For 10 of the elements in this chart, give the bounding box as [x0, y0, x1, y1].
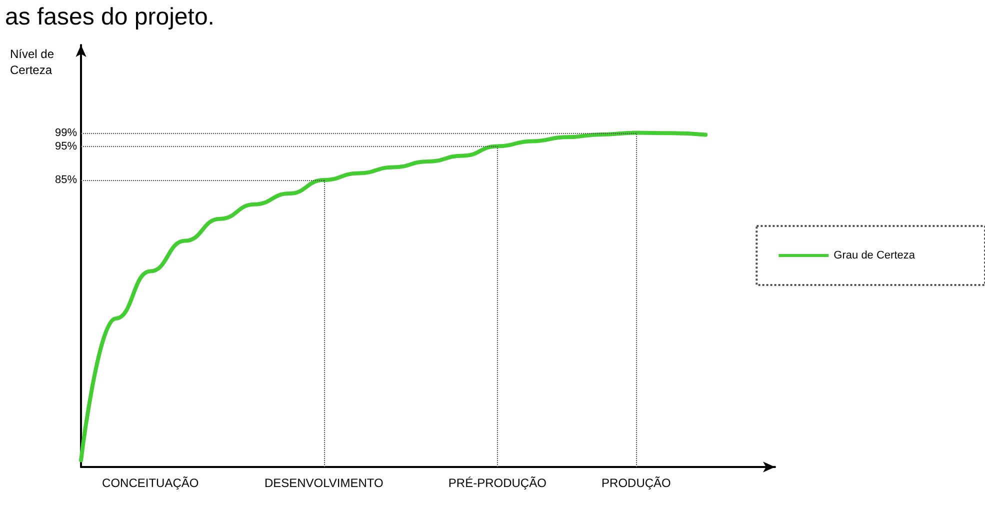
y-tick-label: 99% — [54, 126, 78, 139]
x-tick-label: PRODUÇÃO — [602, 476, 671, 490]
legend-label: Grau de Certeza — [834, 250, 916, 262]
x-tick-label: CONCEITUAÇÃO — [102, 476, 199, 490]
x-tick-label: DESENVOLVIMENTO — [264, 476, 384, 490]
y-tick-label: 85% — [54, 174, 78, 186]
y-tick-label: 95% — [54, 140, 78, 152]
chart-title: as fases do projeto. — [5, 4, 214, 30]
x-tick-label: PRÉ-PRODUÇÃO — [448, 476, 546, 490]
y-axis-title: Nível de Certeza — [10, 47, 54, 77]
